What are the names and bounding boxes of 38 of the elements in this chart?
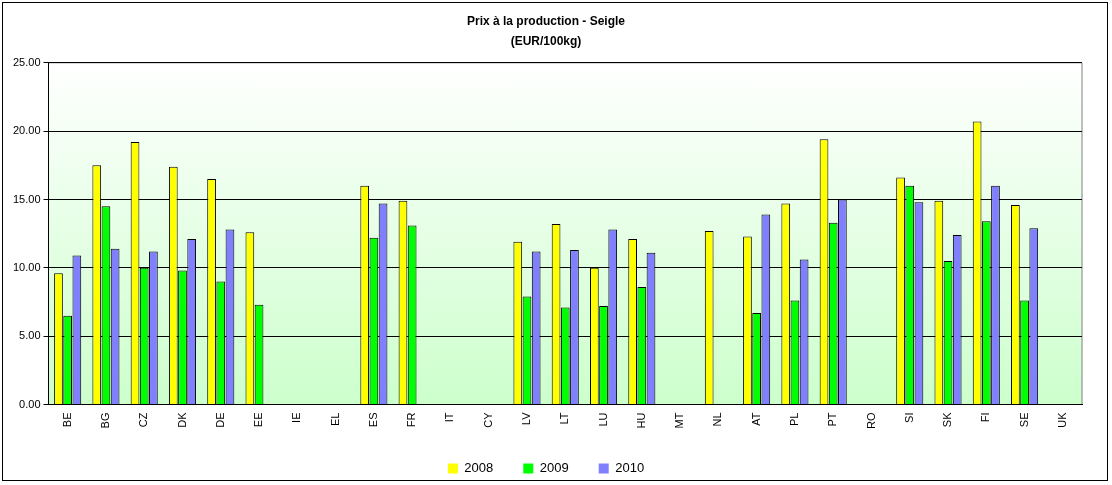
y-tick-label: 0.00: [19, 397, 41, 410]
x-tick-label: UK: [1055, 411, 1068, 428]
x-tick-label: BE: [60, 412, 73, 428]
x-tick-label: SI: [902, 412, 915, 423]
x-tick-label: PL: [787, 412, 800, 426]
x-tick-label: SE: [1017, 412, 1030, 428]
x-tick-label: FI: [979, 412, 992, 423]
x-tick-label: AT: [749, 412, 762, 426]
x-tick-label: BG: [98, 412, 111, 429]
x-tick-label: FR: [405, 412, 418, 428]
legend-label: 2010: [615, 460, 645, 476]
chart-title: Prix à la production - Seigle: [466, 13, 626, 28]
x-tick-label: EL: [328, 412, 341, 426]
y-tick-label: 25.00: [13, 55, 41, 68]
x-tick-label: SK: [941, 411, 954, 428]
x-tick-label: MT: [673, 412, 686, 429]
chart-subtitle: (EUR/100kg): [510, 33, 582, 48]
legend-label: 2009: [539, 460, 569, 476]
x-tick-label: IT: [443, 412, 456, 423]
x-tick-label: RO: [864, 412, 877, 429]
x-tick-label: DK: [175, 411, 188, 428]
x-tick-label: ES: [366, 412, 379, 428]
x-tick-label: LT: [558, 412, 571, 425]
x-tick-label: NL: [711, 412, 724, 427]
x-tick-label: EE: [252, 412, 265, 428]
y-tick-label: 20.00: [13, 124, 41, 137]
x-tick-label: CY: [481, 411, 494, 428]
y-tick-label: 15.00: [13, 192, 41, 205]
y-tick-label: 10.00: [13, 260, 41, 273]
legend-label: 2008: [464, 460, 494, 476]
x-tick-label: LV: [520, 411, 533, 426]
x-tick-label: IE: [290, 412, 303, 423]
x-tick-label: DE: [213, 412, 226, 428]
y-tick-label: 5.00: [19, 329, 41, 342]
x-tick-label: LU: [596, 412, 609, 427]
x-tick-label: CZ: [137, 412, 150, 428]
x-tick-label: PT: [826, 412, 839, 427]
x-tick-label: HU: [634, 412, 647, 429]
